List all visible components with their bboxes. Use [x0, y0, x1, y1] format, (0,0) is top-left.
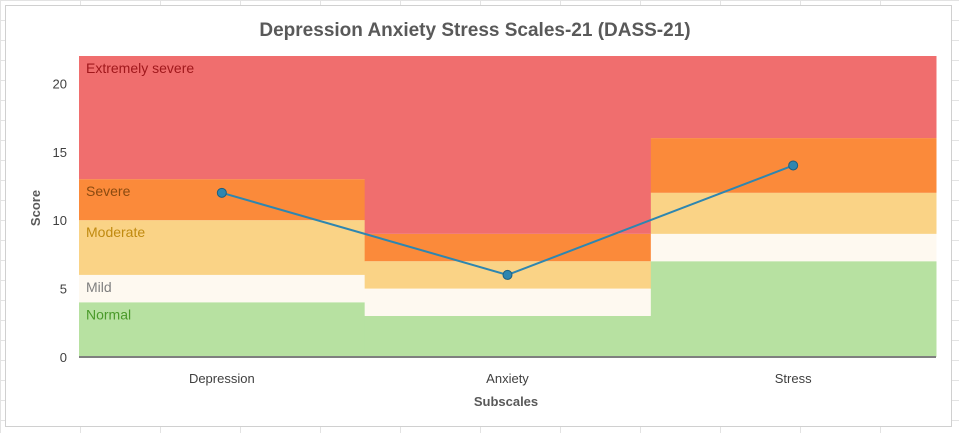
x-ticks-layer: Depression Anxiety Stress	[189, 371, 812, 386]
band-severe-1	[364, 233, 651, 262]
y-tick-label: 20	[53, 76, 67, 91]
band-label-extremely-severe: Extremely severe	[86, 60, 194, 76]
band-label-mild: Mild	[86, 279, 112, 295]
band-extremely-severe-1	[364, 56, 651, 234]
data-point-anxiety	[502, 269, 513, 280]
chart-title[interactable]: Depression Anxiety Stress Scales-21 (DAS…	[259, 20, 690, 41]
x-axis-title: Subscales	[474, 394, 538, 409]
y-tick-label: 5	[60, 282, 67, 297]
band-normal-0	[79, 302, 366, 357]
chart-area[interactable]: Depression Anxiety Stress Scales-21 (DAS…	[5, 5, 952, 427]
band-extremely-severe-2	[650, 56, 937, 139]
series-layer	[216, 160, 799, 280]
y-tick-label: 15	[53, 145, 67, 160]
band-mild-0	[79, 274, 366, 303]
y-tick-label: 0	[60, 350, 67, 365]
band-label-normal: Normal	[86, 306, 131, 322]
band-normal-2	[650, 261, 937, 357]
bands-layer	[79, 56, 937, 357]
band-extremely-severe-0	[79, 56, 366, 180]
band-labels-layer: Normal Mild Moderate Severe Extremely severe	[86, 60, 194, 322]
band-label-moderate: Moderate	[86, 224, 145, 240]
band-moderate-2	[650, 192, 937, 234]
band-normal-1	[364, 315, 651, 357]
band-mild-1	[364, 288, 651, 316]
x-tick-label-stress: Stress	[775, 371, 812, 386]
band-severe-0	[79, 179, 366, 221]
band-mild-2	[650, 233, 937, 262]
x-tick-label-anxiety: Anxiety	[486, 371, 529, 386]
chart-svg: Depression Anxiety Stress Scales-21 (DAS…	[28, 20, 937, 409]
y-tick-label: 10	[53, 213, 67, 228]
band-moderate-0	[79, 220, 366, 275]
data-point-stress	[788, 160, 799, 171]
y-ticks-layer: 0 5 10 15 20	[53, 76, 67, 365]
x-tick-label-depression: Depression	[189, 371, 255, 386]
band-label-severe: Severe	[86, 183, 131, 199]
y-axis-title: Score	[28, 190, 43, 226]
data-point-depression	[216, 187, 227, 198]
